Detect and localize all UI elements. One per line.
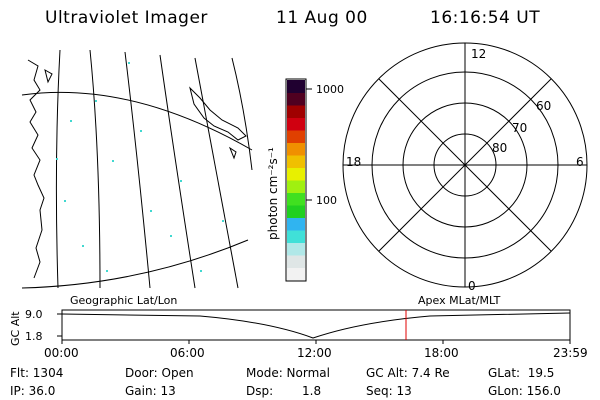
colorbar-cell bbox=[287, 117, 305, 131]
map-meridian bbox=[89, 49, 101, 289]
time-label: 16:16:54 UT bbox=[430, 8, 541, 28]
colorbar-tick-1000: 1000 bbox=[316, 83, 344, 96]
colorbar-cell bbox=[287, 142, 305, 156]
colorbar-cell bbox=[287, 217, 305, 231]
colorbar-unit-label: photon cm⁻²s⁻¹ bbox=[266, 147, 280, 240]
mlt-label-18: 18 bbox=[346, 155, 361, 169]
dsp-value: 1.8 bbox=[302, 384, 322, 398]
colorbar-cell bbox=[287, 192, 305, 206]
map-meridian bbox=[231, 57, 253, 171]
map-coastline bbox=[228, 146, 237, 160]
alt-tick-1-8: 1.8 bbox=[25, 330, 43, 343]
time-tick-0600: 06:00 bbox=[170, 346, 205, 360]
map-meridian bbox=[124, 51, 151, 289]
mlt-label-0: 0 bbox=[468, 279, 476, 293]
date-label: 11 Aug 00 bbox=[276, 8, 368, 28]
flight-number: Flt: 1304 bbox=[10, 366, 64, 380]
altitude-curve bbox=[61, 312, 571, 339]
map-coastline bbox=[189, 86, 247, 141]
dsp-label: Dsp: bbox=[246, 384, 274, 398]
door-status: Door: Open bbox=[125, 366, 194, 380]
colorbar-cell bbox=[287, 255, 305, 268]
time-tick-1200: 12:00 bbox=[297, 346, 332, 360]
timeline-right-caption: Apex MLat/MLT bbox=[418, 294, 501, 307]
colorbar-cell bbox=[287, 230, 305, 243]
colorbar-cell bbox=[287, 92, 305, 106]
colorbar-cell bbox=[287, 180, 305, 193]
glon-value: GLon: 156.0 bbox=[488, 384, 561, 398]
mlt-label-12: 12 bbox=[471, 47, 486, 61]
map-coastline bbox=[44, 68, 53, 84]
colorbar-cell bbox=[287, 167, 305, 181]
colorbar-scale bbox=[287, 80, 305, 281]
time-tick-0000: 00:00 bbox=[44, 346, 79, 360]
map-meridian bbox=[159, 54, 196, 289]
time-tick-2359: 23:59 bbox=[553, 346, 588, 360]
colorbar-cell bbox=[287, 130, 305, 143]
colorbar-cell bbox=[287, 80, 305, 93]
mlt-label-6: 6 bbox=[576, 155, 584, 169]
map-meridian bbox=[194, 57, 239, 289]
lat-label-70: 70 bbox=[512, 121, 527, 135]
colorbar-cell bbox=[287, 205, 305, 218]
lat-label-60: 60 bbox=[536, 99, 551, 113]
timeline-left-caption: Geographic Lat/Lon bbox=[70, 294, 177, 307]
colorbar-tick-100: 100 bbox=[316, 194, 337, 207]
gc-alt-value: GC Alt: 7.4 Re bbox=[366, 366, 450, 380]
gain-value: Gain: 13 bbox=[125, 384, 176, 398]
map-meridian bbox=[55, 49, 61, 289]
mode-value: Mode: Normal bbox=[246, 366, 330, 380]
alt-axis-title: GC Alt bbox=[9, 311, 22, 346]
instrument-title: Ultraviolet Imager bbox=[45, 8, 208, 28]
glat-value: GLat: 19.5 bbox=[488, 366, 555, 380]
colorbar-cell bbox=[287, 242, 305, 256]
alt-tick-9: 9.0 bbox=[25, 308, 43, 321]
colorbar-cell bbox=[287, 155, 305, 168]
seq-value: Seq: 13 bbox=[366, 384, 412, 398]
map-parallel bbox=[21, 239, 249, 289]
colorbar-cell bbox=[287, 105, 305, 118]
map-parallel bbox=[21, 91, 253, 151]
map-coastline bbox=[27, 59, 45, 279]
lat-label-80: 80 bbox=[492, 141, 507, 155]
colorbar-cell bbox=[287, 267, 305, 281]
ip-value: IP: 36.0 bbox=[10, 384, 56, 398]
time-tick-1800: 18:00 bbox=[424, 346, 459, 360]
